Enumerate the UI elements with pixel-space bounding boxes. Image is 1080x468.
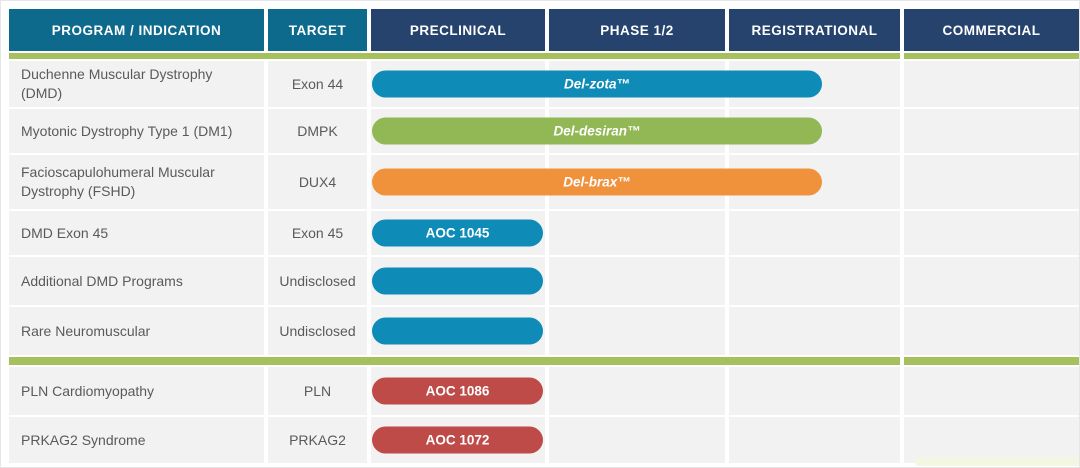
stage-cell-commercial xyxy=(904,417,1079,463)
column-header-phase-1-2: PHASE 1/2 xyxy=(549,9,725,51)
stage-cell-commercial xyxy=(904,307,1079,355)
stage-track: AOC 1086 xyxy=(371,367,1079,415)
stage-track xyxy=(371,307,1079,355)
stage-cell-phase-1-2 xyxy=(549,211,725,255)
stage-track xyxy=(371,257,1079,305)
column-header-commercial: COMMERCIAL xyxy=(904,9,1079,51)
stage-cell-commercial xyxy=(904,257,1079,305)
stage-cell-phase-1-2 xyxy=(549,307,725,355)
header-accent-line xyxy=(9,53,900,59)
pipeline-bar-del-desiran: Del-desiran™ xyxy=(372,117,822,145)
pipeline-bar-aoc-1072: AOC 1072 xyxy=(372,426,543,454)
target-cell: DUX4 xyxy=(268,155,367,209)
section-separator-line-commercial xyxy=(904,357,1079,365)
pipeline-bar-aoc-1045: AOC 1045 xyxy=(372,219,543,247)
stage-track: Del-brax™ xyxy=(371,155,1079,209)
stage-cell-phase-1-2 xyxy=(549,417,725,463)
pipeline-bar-del-zota: Del-zota™ xyxy=(372,70,822,98)
stage-cell-commercial xyxy=(904,61,1079,107)
stage-track: AOC 1045 xyxy=(371,211,1079,255)
stage-cell-commercial xyxy=(904,109,1079,153)
stage-cell-registrational xyxy=(729,211,900,255)
stage-cell-commercial xyxy=(904,211,1079,255)
section-separator-line xyxy=(9,357,900,365)
target-cell: Undisclosed xyxy=(268,257,367,305)
pipeline-bar-additional-dmd xyxy=(372,267,543,295)
stage-cell-phase-1-2 xyxy=(549,367,725,415)
stage-cell-registrational xyxy=(729,307,900,355)
pipeline-bar-del-brax: Del-brax™ xyxy=(372,168,822,196)
program-cell: Myotonic Dystrophy Type 1 (DM1) xyxy=(9,109,264,153)
column-header-program-indication: PROGRAM / INDICATION xyxy=(9,9,264,51)
stage-cell-registrational xyxy=(729,417,900,463)
stage-track: Del-desiran™ xyxy=(371,109,1079,153)
bottom-accent-strip xyxy=(915,457,1079,466)
program-cell: PLN Cardiomyopathy xyxy=(9,367,264,415)
program-cell: Rare Neuromuscular xyxy=(9,307,264,355)
stage-cell-commercial xyxy=(904,155,1079,209)
column-header-preclinical: PRECLINICAL xyxy=(371,9,545,51)
target-cell: Exon 45 xyxy=(268,211,367,255)
stage-cell-registrational xyxy=(729,367,900,415)
header-accent-line-commercial xyxy=(904,53,1079,59)
pipeline-bar-aoc-1086: AOC 1086 xyxy=(372,377,543,405)
target-cell: Exon 44 xyxy=(268,61,367,107)
program-cell: Additional DMD Programs xyxy=(9,257,264,305)
target-cell: PRKAG2 xyxy=(268,417,367,463)
program-cell: Facioscapulohumeral Muscular Dystrophy (… xyxy=(9,155,264,209)
column-header-registrational: REGISTRATIONAL xyxy=(729,9,900,51)
stage-track: Del-zota™ xyxy=(371,61,1079,107)
stage-track: AOC 1072 xyxy=(371,417,1079,463)
program-cell: Duchenne Muscular Dystrophy (DMD) xyxy=(9,61,264,107)
target-cell: PLN xyxy=(268,367,367,415)
pipeline-table: PROGRAM / INDICATION TARGET PRECLINICAL … xyxy=(9,9,1079,463)
target-cell: DMPK xyxy=(268,109,367,153)
pipeline-bar-rare-neuromuscular xyxy=(372,317,543,345)
program-cell: DMD Exon 45 xyxy=(9,211,264,255)
target-cell: Undisclosed xyxy=(268,307,367,355)
stage-cell-registrational xyxy=(729,257,900,305)
column-header-target: TARGET xyxy=(268,9,367,51)
stage-cell-phase-1-2 xyxy=(549,257,725,305)
program-cell: PRKAG2 Syndrome xyxy=(9,417,264,463)
stage-cell-commercial xyxy=(904,367,1079,415)
